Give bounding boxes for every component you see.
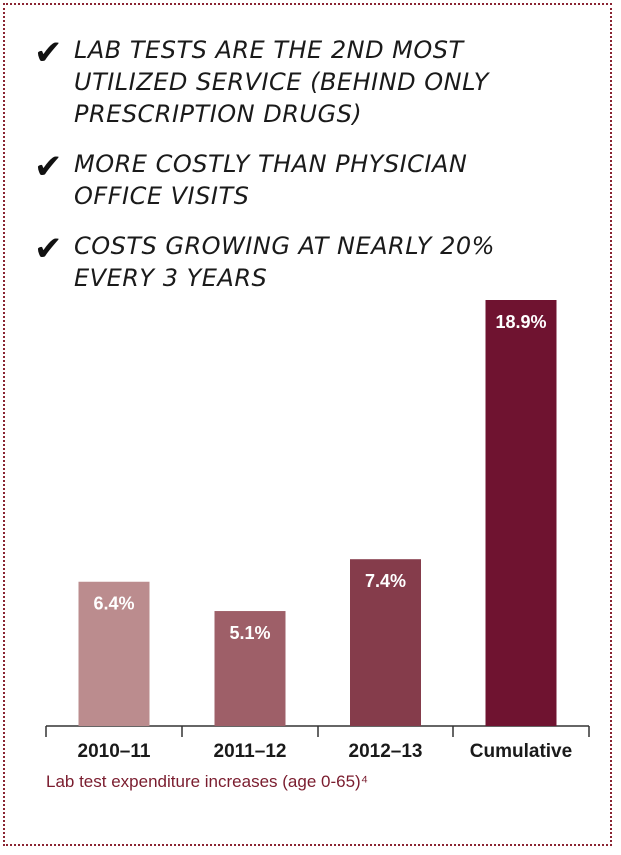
chart-caption: Lab test expenditure increases (age 0-65… [46,772,368,791]
bar-3 [350,559,421,726]
bullet-text: Costs growing at nearly 20% every 3 year… [74,232,495,292]
bullet-text: More costly than physician office visits [74,150,468,210]
bullet-item: ✔ Lab tests are the 2nd most utilized se… [34,34,594,130]
x-tick-label: 2010–11 [78,741,151,762]
bar-2 [214,611,286,726]
bar-value-label: 18.9% [495,312,546,332]
bar-1 [78,581,150,726]
x-tick-label: Cumulative [470,741,572,762]
bar-value-label: 6.4% [93,594,134,614]
bullet-item: ✔ More costly than physician office visi… [34,148,594,212]
bullet-item: ✔ Costs growing at nearly 20% every 3 ye… [34,230,594,294]
bar-value-label: 7.4% [365,571,406,591]
checkmark-icon: ✔ [34,229,63,269]
x-tick-label: 2011–12 [214,741,287,762]
bullet-list: ✔ Lab tests are the 2nd most utilized se… [34,34,594,312]
bar-4 [485,300,557,726]
bullet-text: Lab tests are the 2nd most utilized serv… [74,36,489,128]
dotted-frame [3,3,612,846]
checkmark-icon: ✔ [34,147,63,187]
checkmark-icon: ✔ [34,33,63,73]
bar-value-label: 5.1% [229,623,270,643]
x-tick-label: 2012–13 [349,741,423,762]
